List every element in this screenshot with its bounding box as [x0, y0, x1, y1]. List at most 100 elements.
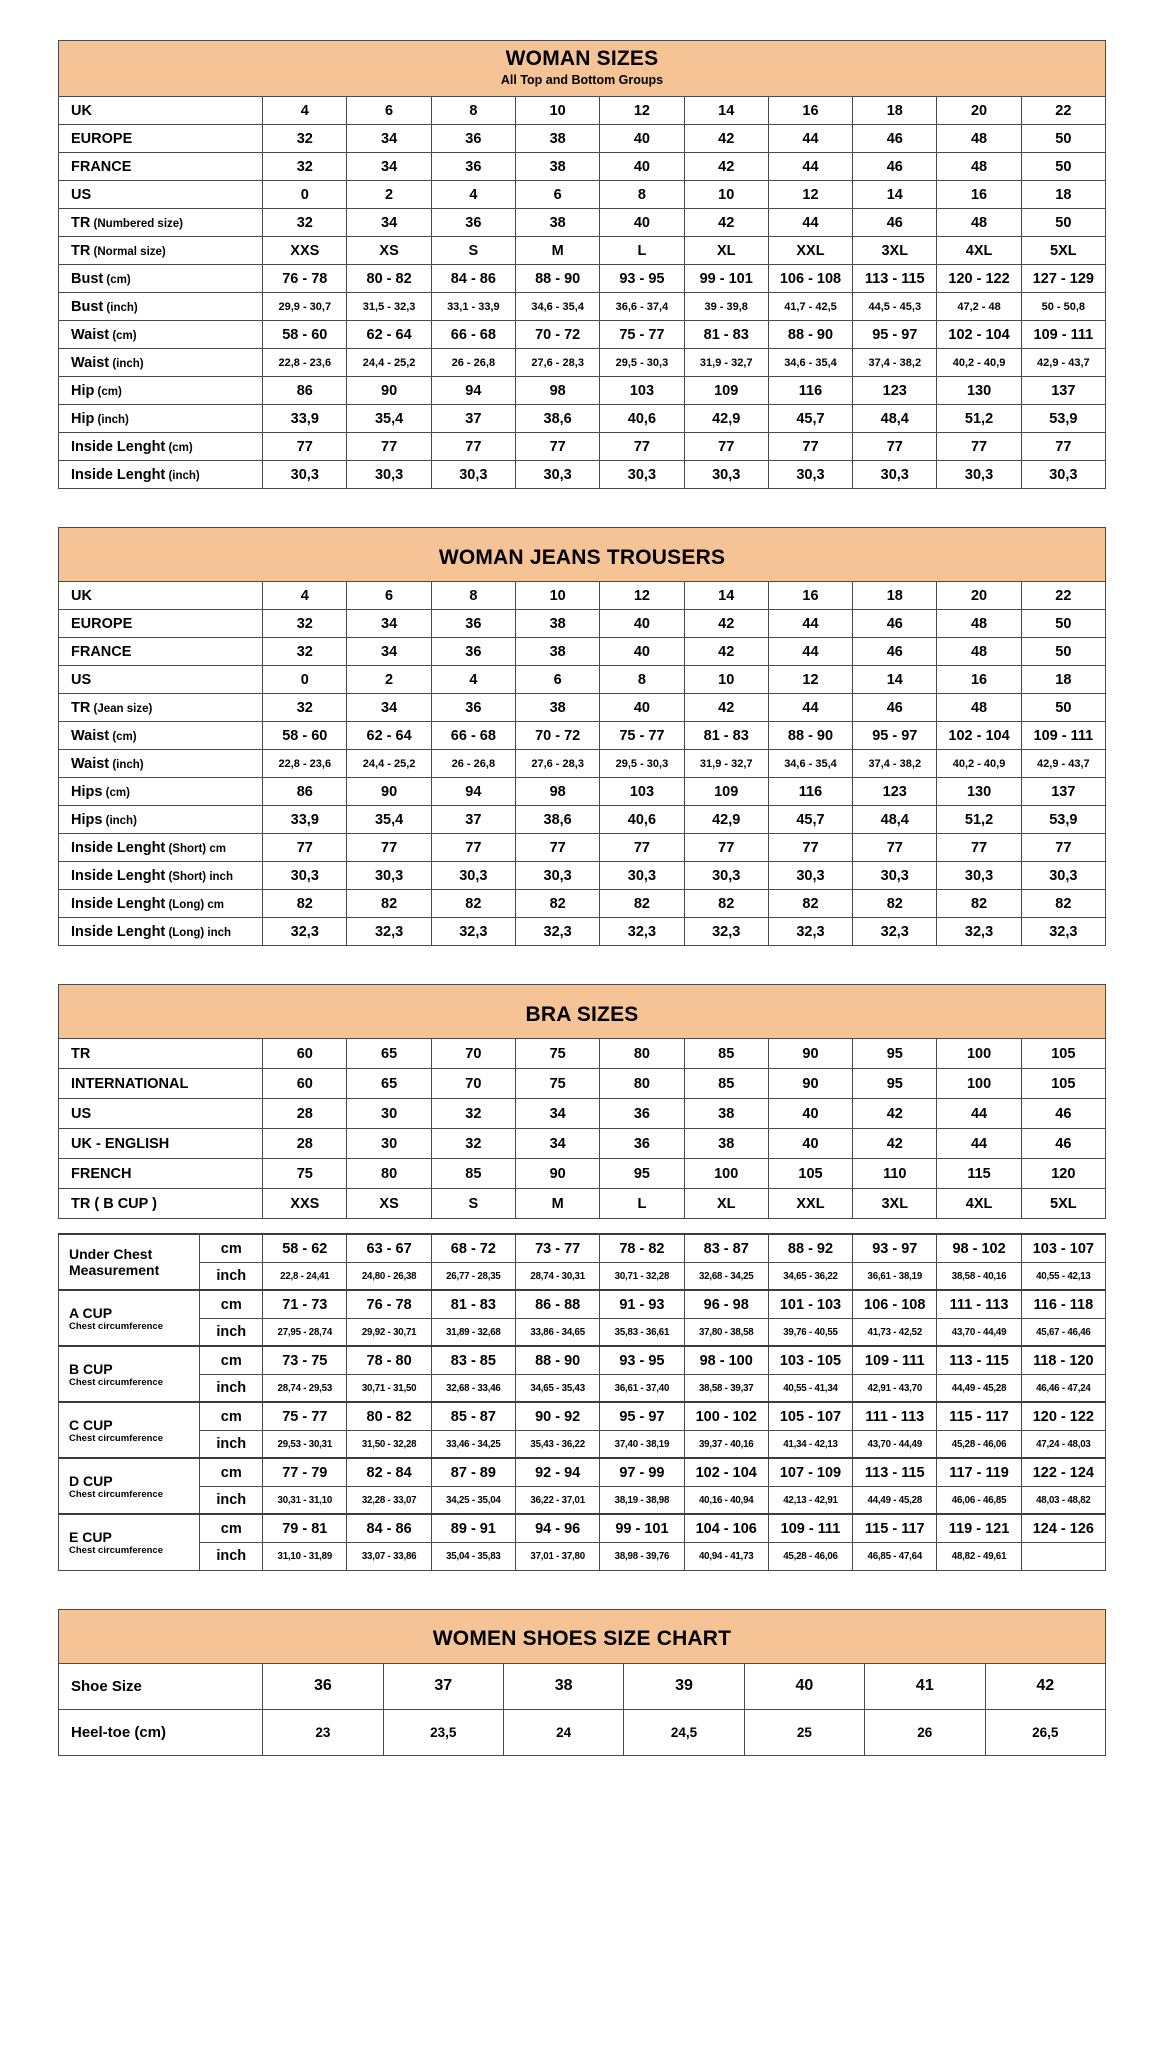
cell-value: 42,9 - 43,7 — [1020, 749, 1107, 779]
cell-value: 84 - 86 — [346, 1513, 432, 1543]
cell-value: 85 — [430, 1158, 517, 1190]
cup-label: D CUP Chest circumference — [57, 1457, 201, 1515]
cell-value: 30 — [346, 1098, 432, 1130]
cell-value: 4 — [262, 581, 348, 611]
row-label: Hip (inch) — [57, 404, 264, 434]
cell-value: 60 — [262, 1068, 348, 1100]
cell-value: 38 — [514, 152, 601, 182]
cell-value: 34,65 - 36,22 — [767, 1261, 854, 1291]
cell-value: M — [514, 236, 601, 266]
cell-value: 46 — [1020, 1128, 1107, 1160]
row-label: TR (Jean size) — [57, 693, 264, 723]
cell-value: 76 - 78 — [262, 264, 348, 294]
cell-value: 34 — [346, 609, 432, 639]
table-title-row: WOMAN JEANS TROUSERS — [58, 527, 1106, 583]
cell-value: 90 — [514, 1158, 601, 1190]
cell-value: 82 - 84 — [346, 1457, 432, 1487]
table-row: A CUP Chest circumference cm 71 - 73 76 - 78… — [57, 1289, 1107, 1347]
cell-value: L — [599, 1188, 685, 1220]
cell-value: 77 — [599, 432, 685, 462]
cell-value: 3XL — [852, 1188, 938, 1220]
cell-value: 48 — [936, 208, 1022, 238]
cell-value: 75 - 77 — [599, 320, 685, 350]
cell-value: 70 - 72 — [514, 320, 601, 350]
cell-value: 38 — [502, 1662, 625, 1710]
cell-value: 5XL — [1020, 1188, 1107, 1220]
table-row: Hips (inch) 33,9 35,4 37 38,6 40,6 42,9 45,7 48,… — [57, 805, 1107, 835]
cell-value: 50 — [1020, 208, 1107, 238]
row-unit: (cm) — [94, 385, 122, 398]
cup-label: E CUP Chest circumference — [57, 1513, 201, 1571]
cell-value: 42 — [683, 637, 769, 667]
cell-value: 36 — [430, 637, 517, 667]
bra-cup-table: Under Chest Measurement cm 58 - 62 63 - 67 68… — [57, 1233, 1107, 1571]
cell-value: 39 - 39,8 — [683, 292, 769, 322]
cell-value: 123 — [852, 777, 938, 807]
row-unit: (inch) — [165, 469, 200, 482]
cell-value: 77 — [1020, 432, 1107, 462]
row-label: Hip (cm) — [57, 376, 264, 406]
cell-value: 23 — [262, 1708, 384, 1756]
cell-value: 6 — [346, 96, 432, 126]
bra-top-table: BRA SIZES TR 60 65 70 75 80 85 90 95 100 105 INTERN… — [57, 984, 1107, 1220]
cell-value: 98 - 102 — [936, 1233, 1022, 1263]
cell-value: 101 - 103 — [767, 1289, 854, 1319]
table-row: Waist (cm) 58 - 60 62 - 64 66 - 68 70 - 72 75… — [57, 721, 1107, 751]
row-label: Waist (inch) — [57, 348, 264, 378]
cell-value: 22,8 - 24,41 — [262, 1261, 348, 1291]
row-label: US — [57, 180, 264, 210]
cell-value: 93 - 97 — [852, 1233, 938, 1263]
cell-value: 109 — [683, 777, 769, 807]
cell-value: 40 — [599, 208, 685, 238]
jeans-body: UK 4 6 8 10 12 14 16 18 20 22 EUROPE 32 34 36 38 40 42 44 4… — [57, 581, 1107, 947]
unit-cm: cm — [199, 1233, 264, 1263]
cell-value: 109 - 111 — [852, 1345, 938, 1375]
cell-value: S — [430, 236, 517, 266]
cell-value: 42 — [683, 124, 769, 154]
cell-value: 80 — [346, 1158, 432, 1190]
cell-value: 26 — [864, 1708, 986, 1756]
cup-label: C CUP Chest circumference — [57, 1401, 201, 1459]
row-label: UK — [57, 581, 264, 611]
cell-value: 88 - 90 — [514, 1345, 601, 1375]
row-unit: (inch) — [109, 758, 144, 771]
cell-value: 32 — [262, 208, 348, 238]
cell-value: 137 — [1020, 376, 1107, 406]
cell-value: 42,13 - 42,91 — [767, 1485, 854, 1515]
cell-value: 50 — [1020, 609, 1107, 639]
cell-value: 30,3 — [262, 861, 348, 891]
cell-value: 30,3 — [262, 460, 348, 490]
row-unit: (Short) cm — [165, 842, 226, 855]
cell-value: 6 — [514, 180, 601, 210]
cell-value: 16 — [767, 581, 854, 611]
cell-value: 75 - 77 — [599, 721, 685, 751]
cell-value: 42 — [683, 609, 769, 639]
row-label: TR (Numbered size) — [57, 208, 264, 238]
cell-value: 35,4 — [346, 404, 432, 434]
cell-value: 45,28 - 46,06 — [936, 1429, 1022, 1459]
cell-value: 37,4 - 38,2 — [852, 348, 938, 378]
cell-value: 109 - 111 — [767, 1513, 854, 1543]
cell-value: 22 — [1020, 581, 1107, 611]
cell-value: 40 — [767, 1128, 854, 1160]
cell-value: 50 — [1020, 152, 1107, 182]
cell-value: 73 - 75 — [262, 1345, 348, 1375]
table-row: Bust (inch) 29,9 - 30,7 31,5 - 32,3 33,1 - … — [57, 292, 1107, 322]
table-row: TR (Jean size) 32 34 36 38 40 42 44 46 48 50 — [57, 693, 1107, 723]
cell-value: 75 — [262, 1158, 348, 1190]
cell-value: 46,46 - 47,24 — [1020, 1373, 1107, 1403]
cell-value: 62 - 64 — [346, 721, 432, 751]
cell-value: 36 — [262, 1662, 384, 1710]
cell-value: 40 — [767, 1098, 854, 1130]
page-title: WOMEN SHOES SIZE CHART — [432, 1627, 732, 1651]
cell-value: 6 — [514, 665, 601, 695]
cell-value: 36 — [430, 693, 517, 723]
cell-value: 32,3 — [514, 917, 601, 947]
cell-value: 77 — [514, 432, 601, 462]
cell-value: 75 — [514, 1068, 601, 1100]
table-row: inch 27,95 - 28,74 29,92 - 30,71 31,89 - 32… — [59, 1317, 1107, 1347]
table-row: inch 29,53 - 30,31 31,50 - 32,28 33,46 - 34… — [59, 1429, 1107, 1459]
cell-value: 85 - 87 — [430, 1401, 517, 1431]
cell-value: 14 — [683, 96, 769, 126]
cell-value: 32,68 - 34,25 — [683, 1261, 769, 1291]
